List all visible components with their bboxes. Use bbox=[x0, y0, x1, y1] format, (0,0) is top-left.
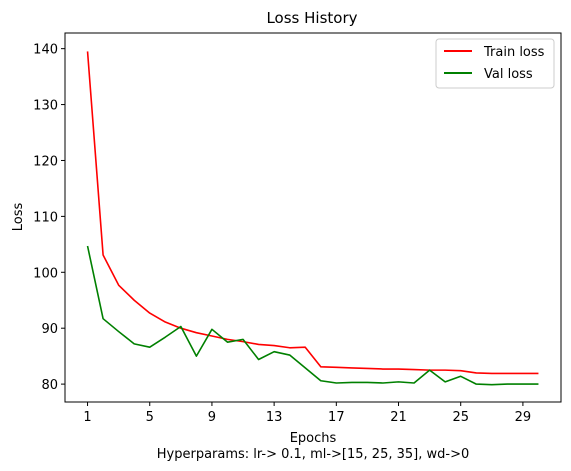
x-tick-label: 17 bbox=[328, 410, 345, 425]
chart-title: Loss History bbox=[266, 9, 357, 27]
x-tick-label: 25 bbox=[452, 410, 469, 425]
x-tick-label: 21 bbox=[390, 410, 407, 425]
x-tick-label: 29 bbox=[515, 410, 532, 425]
x-axis-label: Epochs bbox=[290, 431, 337, 446]
series-layer bbox=[86, 51, 539, 386]
y-tick-label: 140 bbox=[33, 43, 58, 58]
x-tick-label: 13 bbox=[266, 410, 283, 425]
hyperparams-caption: Hyperparams: lr-> 0.1, ml->[15, 25, 35],… bbox=[157, 447, 469, 462]
series-line-train-loss bbox=[86, 51, 539, 375]
y-tick-label: 90 bbox=[41, 322, 58, 337]
y-tick-label: 130 bbox=[33, 99, 58, 114]
legend-label-train-loss: Train loss bbox=[483, 45, 545, 60]
legend: Train loss Val loss bbox=[435, 38, 555, 89]
plot-frame bbox=[64, 32, 562, 403]
y-axis-label: Loss bbox=[11, 203, 26, 232]
x-tick-label: 5 bbox=[146, 410, 154, 425]
y-tick-label: 80 bbox=[41, 378, 58, 393]
y-tick-label: 100 bbox=[33, 266, 58, 281]
x-tick-label: 9 bbox=[208, 410, 216, 425]
x-tick-label: 1 bbox=[83, 410, 91, 425]
y-tick-label: 120 bbox=[33, 154, 58, 169]
legend-label-val-loss: Val loss bbox=[484, 67, 533, 82]
series-line-val-loss bbox=[86, 245, 539, 386]
y-tick-label: 110 bbox=[33, 210, 58, 225]
ticks-layer: 1 5 9 13 17 21 25 29 80 90 100 110 120 130 140 bbox=[33, 43, 531, 425]
